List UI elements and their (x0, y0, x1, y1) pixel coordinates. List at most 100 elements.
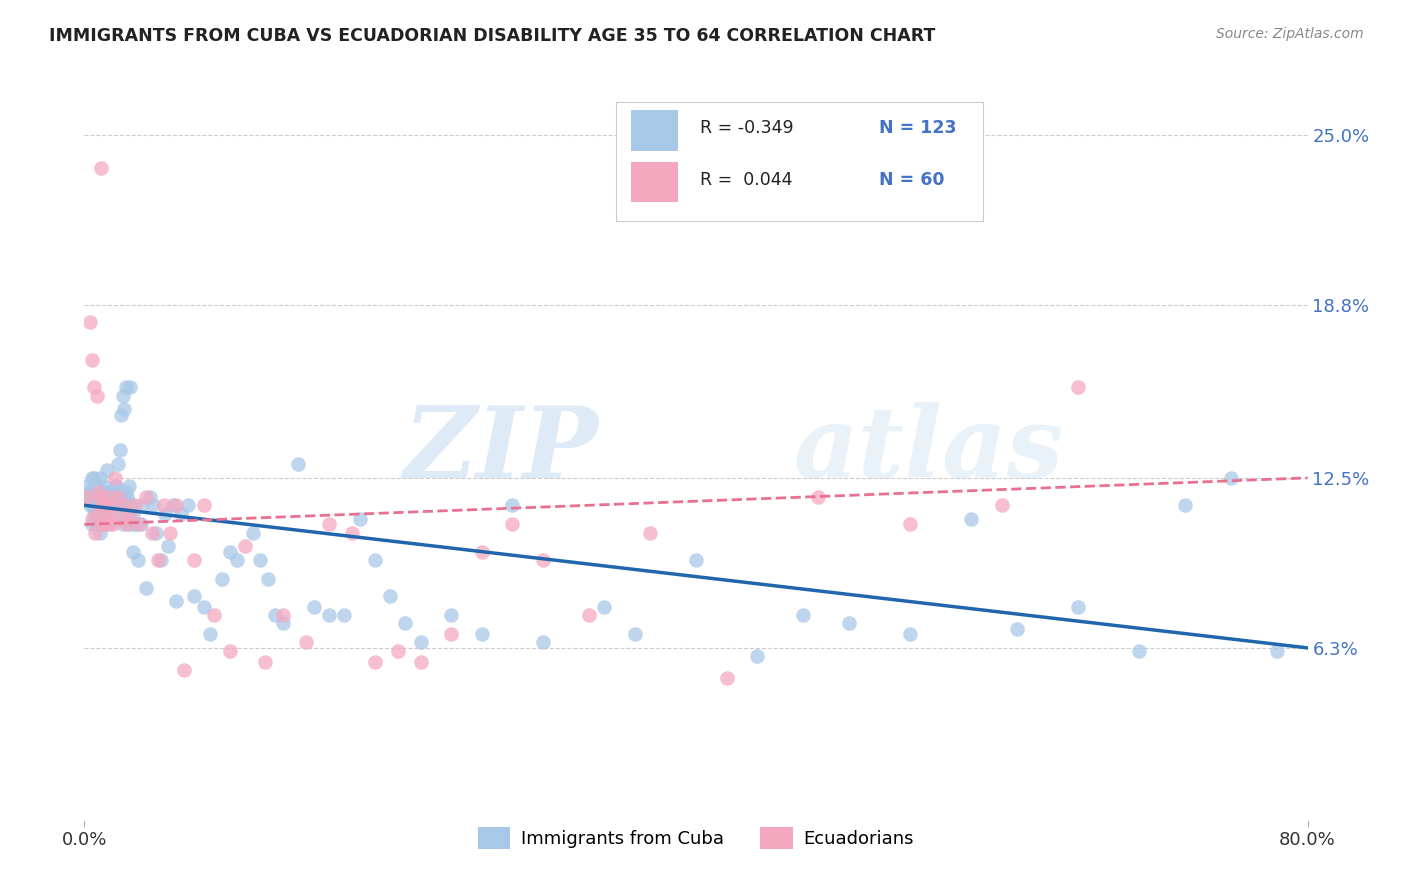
Point (233, 540, 256, 554)
Point (77, 490, 100, 504)
Point (139, 490, 162, 504)
Point (193, 498, 215, 512)
Point (103, 517, 125, 532)
Point (198, 627, 221, 641)
Point (79, 315, 101, 329)
Point (90, 161, 112, 175)
Point (104, 471, 127, 485)
Point (87, 507, 110, 521)
Point (77, 490, 100, 504)
Point (242, 525, 264, 540)
Point (83, 471, 105, 485)
Point (249, 553, 271, 567)
Point (124, 498, 146, 512)
Point (124, 517, 146, 532)
Point (76, 479, 98, 493)
Text: atlas: atlas (794, 402, 1064, 499)
Point (271, 607, 294, 622)
Point (86, 389, 108, 403)
Point (685, 553, 707, 567)
Point (94, 490, 117, 504)
Point (1220, 471, 1243, 485)
Point (87, 484, 110, 499)
Point (153, 498, 176, 512)
Point (162, 498, 184, 512)
Point (96, 517, 118, 532)
Point (93, 479, 115, 493)
Point (122, 507, 145, 521)
Point (440, 607, 463, 622)
Point (84, 490, 107, 504)
Point (177, 498, 200, 512)
Point (318, 517, 340, 532)
Point (83, 490, 105, 504)
Point (202, 607, 225, 622)
Point (107, 490, 129, 504)
Point (302, 599, 325, 614)
Point (111, 389, 134, 403)
Point (638, 525, 661, 540)
Point (114, 484, 136, 499)
Point (90, 484, 112, 499)
Legend: Immigrants from Cuba, Ecuadorians: Immigrants from Cuba, Ecuadorians (471, 820, 921, 856)
Point (135, 490, 157, 504)
Point (409, 655, 432, 669)
Text: Source: ZipAtlas.com: Source: ZipAtlas.com (1216, 27, 1364, 41)
Point (287, 457, 309, 471)
Point (333, 607, 356, 622)
Point (93, 498, 115, 512)
Point (1005, 622, 1028, 636)
Point (531, 553, 554, 567)
Point (80, 498, 103, 512)
Point (86, 498, 108, 512)
Point (129, 517, 152, 532)
Point (89, 490, 111, 504)
Point (112, 402, 135, 417)
Point (141, 525, 163, 540)
Point (87, 512, 110, 526)
Point (170, 507, 193, 521)
Point (173, 663, 195, 677)
Point (502, 498, 524, 512)
Point (1128, 643, 1150, 657)
Point (90, 498, 112, 512)
Point (593, 599, 616, 614)
Point (79, 484, 101, 499)
Point (118, 507, 141, 521)
Point (131, 498, 153, 512)
Point (96, 498, 118, 512)
Point (93, 484, 115, 499)
Point (101, 507, 124, 521)
Point (76, 490, 98, 504)
Point (115, 498, 138, 512)
Point (747, 649, 769, 664)
Point (838, 616, 860, 631)
Point (471, 545, 494, 559)
Point (960, 512, 983, 526)
Point (91, 517, 114, 532)
Point (118, 479, 141, 493)
Point (991, 498, 1014, 512)
Point (91, 490, 114, 504)
Point (101, 495, 124, 509)
Point (80, 471, 103, 485)
Point (295, 635, 318, 649)
Point (98, 507, 121, 521)
Point (624, 627, 647, 641)
Point (115, 517, 138, 532)
Point (93, 498, 115, 512)
Point (155, 507, 177, 521)
Point (91, 517, 114, 532)
Point (471, 627, 494, 641)
Point (110, 408, 132, 422)
Point (122, 545, 145, 559)
Point (104, 498, 127, 512)
Point (1265, 643, 1288, 657)
Point (318, 607, 340, 622)
Point (111, 517, 134, 532)
Point (364, 553, 387, 567)
Point (792, 607, 814, 622)
Point (135, 581, 157, 595)
Point (94, 490, 117, 504)
Point (1067, 380, 1090, 394)
